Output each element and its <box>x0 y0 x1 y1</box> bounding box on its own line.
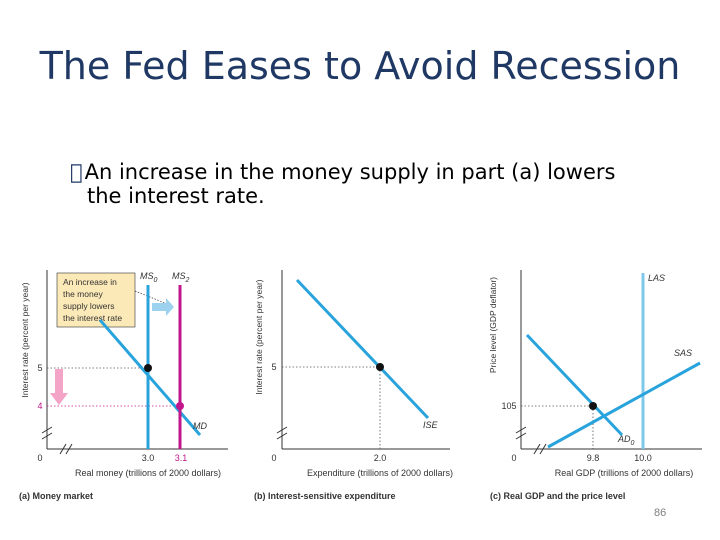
panel-b-point <box>376 363 384 371</box>
panel-a-ylabel: Interest rate (percent per year) <box>20 282 30 397</box>
panel-c-sas-label: SAS <box>674 348 692 358</box>
page-number: 86 <box>654 507 667 519</box>
panel-a-point-initial <box>144 364 152 372</box>
panel-a-ms2-label: MS2 <box>172 271 190 284</box>
panel-b-expenditure: Interest rate (percent per year) 0 ISE 5… <box>254 270 453 501</box>
panel-a-ms0-label: MS0 <box>140 271 158 284</box>
three-panel-figure: Interest rate (percent per year) 0 An in… <box>19 270 702 501</box>
panel-c-ad-curve <box>525 333 624 437</box>
panel-a-callout-line-3: supply lowers <box>63 301 115 311</box>
panel-a-rate-down-arrow <box>50 369 68 405</box>
bullet-line-1: An increase in the money supply in part … <box>72 160 616 184</box>
panel-a-callout-leader <box>134 290 166 304</box>
panel-a-money-market: Interest rate (percent per year) 0 An in… <box>19 270 228 501</box>
panel-a-xlabel: Real money (trillions of 2000 dollars) <box>75 468 221 478</box>
panel-b-y-axis-break <box>276 426 288 440</box>
panel-a-ytick-5: 5 <box>37 363 42 373</box>
panel-c-sas-curve <box>547 361 701 449</box>
panel-a-y-axis-break <box>41 426 53 440</box>
bullet-line-2: the interest rate. <box>87 184 265 208</box>
panel-b-caption: (b) Interest-sensitive expenditure <box>254 491 396 501</box>
panel-a-callout-line-4: the interest rate <box>63 313 122 323</box>
panel-b-ise-curve <box>295 278 430 420</box>
panel-c-origin: 0 <box>511 453 516 463</box>
panel-c-ylabel: Price level (GDP deflator) <box>488 277 498 373</box>
slide-title: The Fed Eases to Avoid Recession <box>39 44 681 88</box>
panel-b-ylabel: Interest rate (percent per year) <box>254 279 264 394</box>
panel-a-caption: (a) Money market <box>19 491 93 501</box>
panel-a-point-new <box>176 402 184 410</box>
panel-a-shift-arrow <box>152 298 174 316</box>
panel-b-origin: 0 <box>271 453 276 463</box>
panel-a-xtick-30: 3.0 <box>142 453 155 463</box>
panel-c-xtick-100: 10.0 <box>634 453 652 463</box>
panel-c-las-label: LAS <box>648 273 665 283</box>
panel-c-point <box>589 402 597 410</box>
panel-c-xtick-98: 9.8 <box>587 453 600 463</box>
panel-b-ise-label: ISE <box>423 420 439 430</box>
panel-c-xlabel: Real GDP (trillions of 2000 dollars) <box>555 468 693 478</box>
panel-b-xtick-20: 2.0 <box>374 453 387 463</box>
panel-a-callout-line-2: the money <box>63 289 103 299</box>
panel-a-x-axis-break <box>59 443 73 455</box>
panel-c-ytick-105: 105 <box>501 401 516 411</box>
panel-a-md-label: MD <box>193 421 207 431</box>
panel-c-x-axis-break <box>533 443 547 455</box>
panel-a-origin: 0 <box>37 453 42 463</box>
panel-b-xlabel: Expenditure (trillions of 2000 dollars) <box>307 468 453 478</box>
bullet-icon:  <box>70 160 83 184</box>
panel-a-callout-line-1: An increase in <box>63 277 117 287</box>
panel-c-y-axis-break <box>515 426 527 440</box>
bullet-text: An increase in the money supply in part… <box>70 160 670 208</box>
panel-c-ad-label: AD0 <box>617 434 635 447</box>
panel-a-ytick-4: 4 <box>37 401 42 411</box>
panel-a-md-curve <box>98 319 202 436</box>
panel-a-xtick-31: 3.1 <box>175 453 188 463</box>
panel-c-real-gdp: Price level (GDP deflator) 0 LAS SAS AD0… <box>488 270 702 501</box>
panel-b-ytick-5: 5 <box>271 362 276 372</box>
panel-c-caption: (c) Real GDP and the price level <box>490 491 625 501</box>
panel-a-callout-box <box>56 272 136 328</box>
